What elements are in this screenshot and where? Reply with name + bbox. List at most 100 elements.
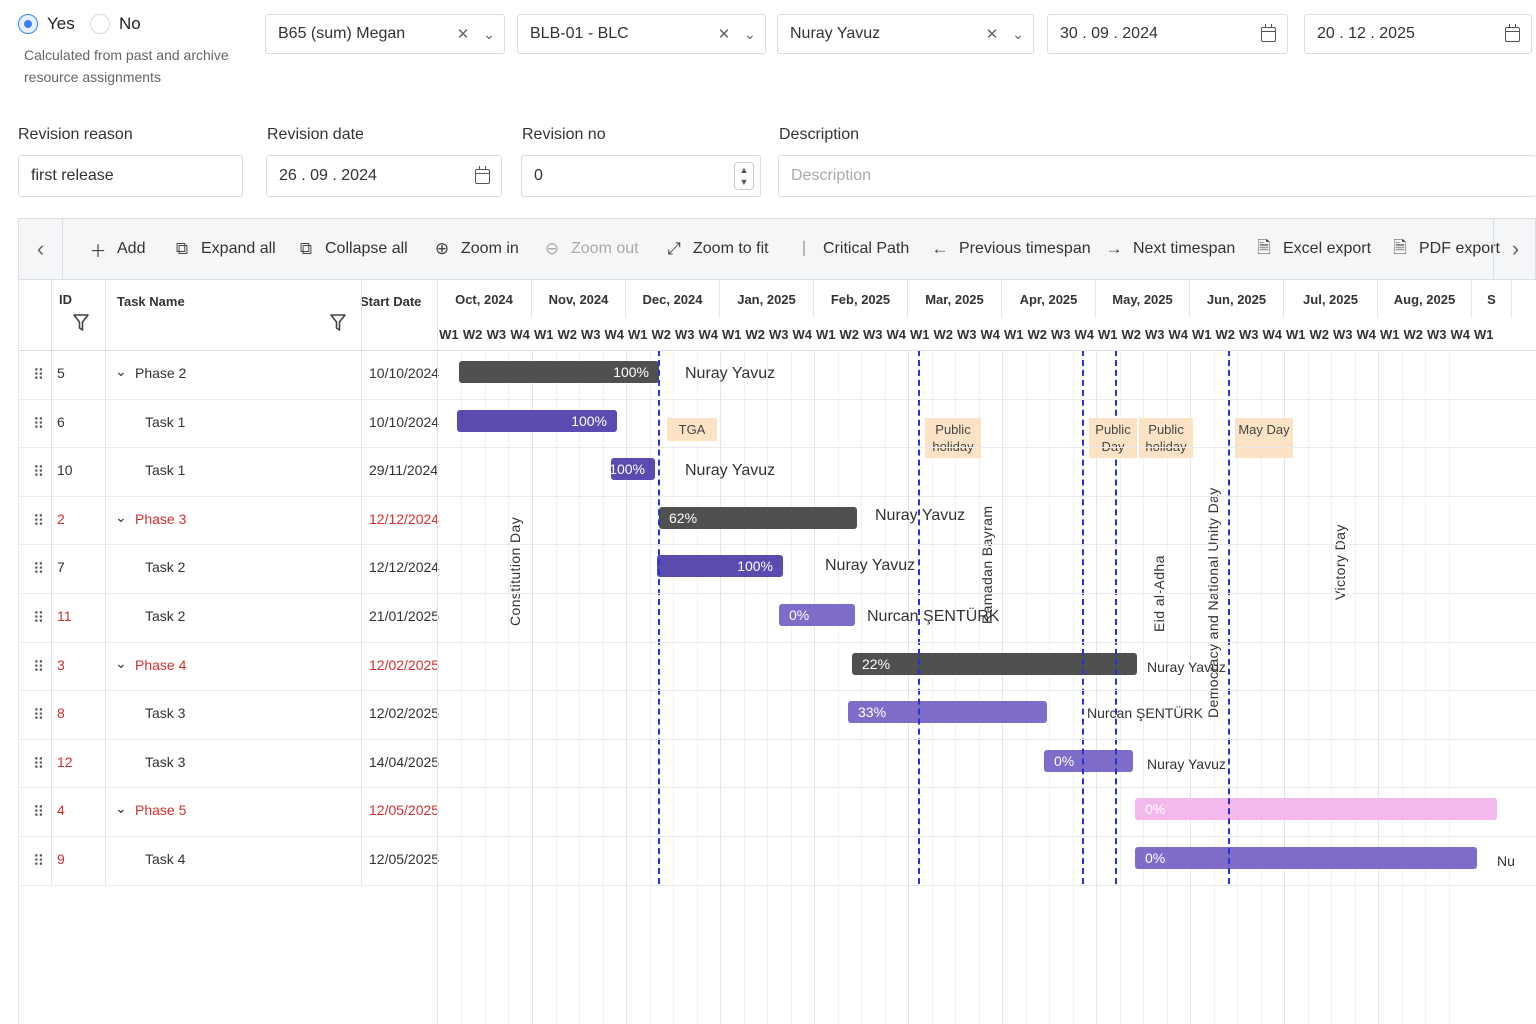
- week-header: W2: [462, 326, 483, 342]
- drag-handle-icon[interactable]: ⠿: [33, 658, 44, 676]
- chevron-down-icon[interactable]: ⌄: [744, 25, 756, 42]
- person-select[interactable]: Nuray Yavuz ✕ ⌄: [777, 14, 1034, 54]
- week-header: W1: [1286, 326, 1306, 342]
- drag-handle-icon[interactable]: ⠿: [33, 512, 44, 530]
- radio-no-dot[interactable]: [90, 14, 110, 34]
- zoom-in-button[interactable]: ⊕ Zoom in: [433, 219, 519, 279]
- gantt-bar[interactable]: 100%: [657, 555, 783, 578]
- column-header-id[interactable]: ID: [59, 292, 72, 307]
- radio-yes[interactable]: Yes: [18, 14, 75, 34]
- zoom-to-fit-button[interactable]: ⤢ Zoom to fit: [665, 219, 768, 279]
- calendar-icon[interactable]: [463, 165, 501, 184]
- critical-path-button[interactable]: ᛁ Critical Path: [795, 219, 909, 279]
- zoom-out-label: Zoom out: [571, 240, 639, 257]
- date-to-input[interactable]: 20 . 12 . 2025: [1304, 14, 1532, 54]
- zoom-out-button[interactable]: ⊖ Zoom out: [543, 219, 639, 279]
- table-row[interactable]: ⠿ 12 Task 3 14/04/2025: [19, 739, 439, 787]
- table-row[interactable]: ⠿ 11 Task 2 21/01/2025: [19, 593, 439, 641]
- gantt-bar[interactable]: 0%: [1135, 847, 1477, 869]
- drag-handle-icon[interactable]: ⠿: [33, 464, 44, 482]
- expand-all-button[interactable]: ⧉ Expand all: [173, 219, 276, 279]
- gantt-bar[interactable]: 62%: [659, 506, 857, 529]
- task-name: Task 2: [145, 608, 186, 624]
- chevron-down-icon[interactable]: ⌄: [1012, 25, 1024, 42]
- drag-handle-icon[interactable]: ⠿: [33, 804, 44, 822]
- column-header-task-name[interactable]: Task Name: [117, 294, 185, 309]
- clear-icon[interactable]: ✕: [717, 26, 731, 43]
- filter-icon[interactable]: [73, 314, 89, 332]
- table-row[interactable]: ⠿ 6 Task 1 10/10/2024: [19, 399, 439, 447]
- column-divider: [51, 280, 52, 886]
- chevron-right-icon[interactable]: ›: [1511, 236, 1520, 261]
- table-row[interactable]: ⠿ 5 ⌄ Phase 2 10/10/2024: [19, 350, 439, 398]
- drag-handle-icon[interactable]: ⠿: [33, 755, 44, 773]
- gantt-bar[interactable]: 100%: [459, 361, 659, 383]
- week-header: W2: [933, 326, 954, 342]
- gantt-bar[interactable]: 100%: [609, 458, 655, 481]
- collapse-all-button[interactable]: ⧉ Collapse all: [297, 219, 408, 279]
- week-header: W3: [1333, 326, 1353, 342]
- table-row[interactable]: ⠿ 7 Task 2 12/12/2024: [19, 544, 439, 592]
- description-placeholder: Description: [791, 167, 872, 184]
- pdf-export-button[interactable]: 🗎 PDF export: [1391, 219, 1500, 279]
- task-id: 12: [57, 753, 73, 770]
- gantt-bar[interactable]: 0%: [1044, 749, 1133, 772]
- revision-reason-input[interactable]: first release: [18, 155, 243, 197]
- drag-handle-icon[interactable]: ⠿: [33, 707, 44, 725]
- gantt-bar[interactable]: 100%: [457, 409, 617, 432]
- month-header: Jul, 2025: [1284, 280, 1378, 318]
- add-button[interactable]: ＋ Add: [89, 219, 146, 279]
- bar-progress-label: 62%: [669, 509, 698, 526]
- drag-handle-icon[interactable]: ⠿: [33, 853, 44, 870]
- drag-handle-icon[interactable]: ⠿: [33, 415, 44, 433]
- chevron-down-icon[interactable]: ⌄: [115, 508, 127, 525]
- chevron-down-icon[interactable]: ⌄: [483, 25, 495, 42]
- chevron-down-icon[interactable]: ⌄: [115, 363, 127, 379]
- table-row[interactable]: ⠿ 9 Task 4 12/05/2025: [19, 836, 439, 884]
- filter-icon[interactable]: [330, 314, 346, 332]
- unit-select[interactable]: BLB-01 - BLC ✕ ⌄: [517, 14, 766, 54]
- week-gridline: [1072, 350, 1074, 1024]
- table-row[interactable]: ⠿ 8 Task 3 12/02/2025: [19, 690, 440, 738]
- month-header: Jun, 2025: [1190, 280, 1284, 318]
- chevron-down-icon[interactable]: ▼: [739, 177, 749, 187]
- chevron-up-icon[interactable]: ▲: [739, 165, 749, 175]
- table-row[interactable]: ⠿ 4 ⌄ Phase 5 12/05/2025: [19, 787, 439, 835]
- clear-icon[interactable]: ✕: [985, 26, 999, 43]
- number-stepper[interactable]: ▲ ▼: [734, 162, 754, 190]
- week-gridline: [1237, 350, 1238, 1024]
- chevron-down-icon[interactable]: ⌄: [115, 654, 127, 671]
- drag-handle-icon[interactable]: ⠿: [33, 610, 44, 627]
- chevron-down-icon[interactable]: ⌄: [115, 800, 127, 817]
- radio-yes-dot[interactable]: [18, 14, 38, 34]
- revision-no-input[interactable]: 0 ▲ ▼: [521, 155, 761, 197]
- drag-handle-icon[interactable]: ⠿: [33, 561, 44, 579]
- revision-date-input[interactable]: 26 . 09 . 2024: [266, 155, 502, 197]
- gantt-bar[interactable]: 22%: [852, 652, 1137, 675]
- calendar-icon[interactable]: [1249, 23, 1287, 42]
- gantt-bar[interactable]: 0%: [779, 604, 855, 626]
- table-row[interactable]: ⠿ 3 ⌄ Phase 4 12/02/2025: [19, 642, 439, 690]
- gantt-bar[interactable]: 0%: [1135, 798, 1497, 821]
- excel-export-button[interactable]: 🗎 Excel export: [1255, 219, 1371, 279]
- task-id: 11: [57, 608, 72, 624]
- project-select[interactable]: B65 (sum) Megan ✕ ⌄: [265, 14, 505, 54]
- description-input[interactable]: Description: [778, 155, 1536, 197]
- table-row[interactable]: ⠿ 10 Task 1 29/11/2024: [19, 447, 438, 495]
- next-timespan-button[interactable]: → Next timespan: [1105, 219, 1236, 279]
- gantt-bar[interactable]: 33%: [848, 701, 1047, 724]
- clear-icon[interactable]: ✕: [456, 26, 470, 43]
- date-from-input[interactable]: 30 . 09 . 2024: [1047, 14, 1288, 54]
- week-header: W3: [863, 326, 883, 342]
- radio-no[interactable]: No: [90, 14, 141, 34]
- calendar-icon[interactable]: [1493, 23, 1531, 42]
- week-gridline: [508, 350, 510, 1024]
- chevron-left-icon[interactable]: ‹: [36, 236, 45, 261]
- previous-timespan-button[interactable]: ← Previous timespan: [931, 219, 1091, 279]
- column-header-start-date[interactable]: Start Date: [360, 294, 422, 309]
- toolbar-scroll-left[interactable]: ‹: [19, 219, 63, 279]
- task-start-date: 12/02/2025: [369, 705, 440, 722]
- table-row[interactable]: ⠿ 2 ⌄ Phase 3 12/12/2024: [19, 496, 439, 544]
- toolbar-scroll-right[interactable]: ›: [1493, 219, 1536, 279]
- drag-handle-icon[interactable]: ⠿: [33, 367, 44, 384]
